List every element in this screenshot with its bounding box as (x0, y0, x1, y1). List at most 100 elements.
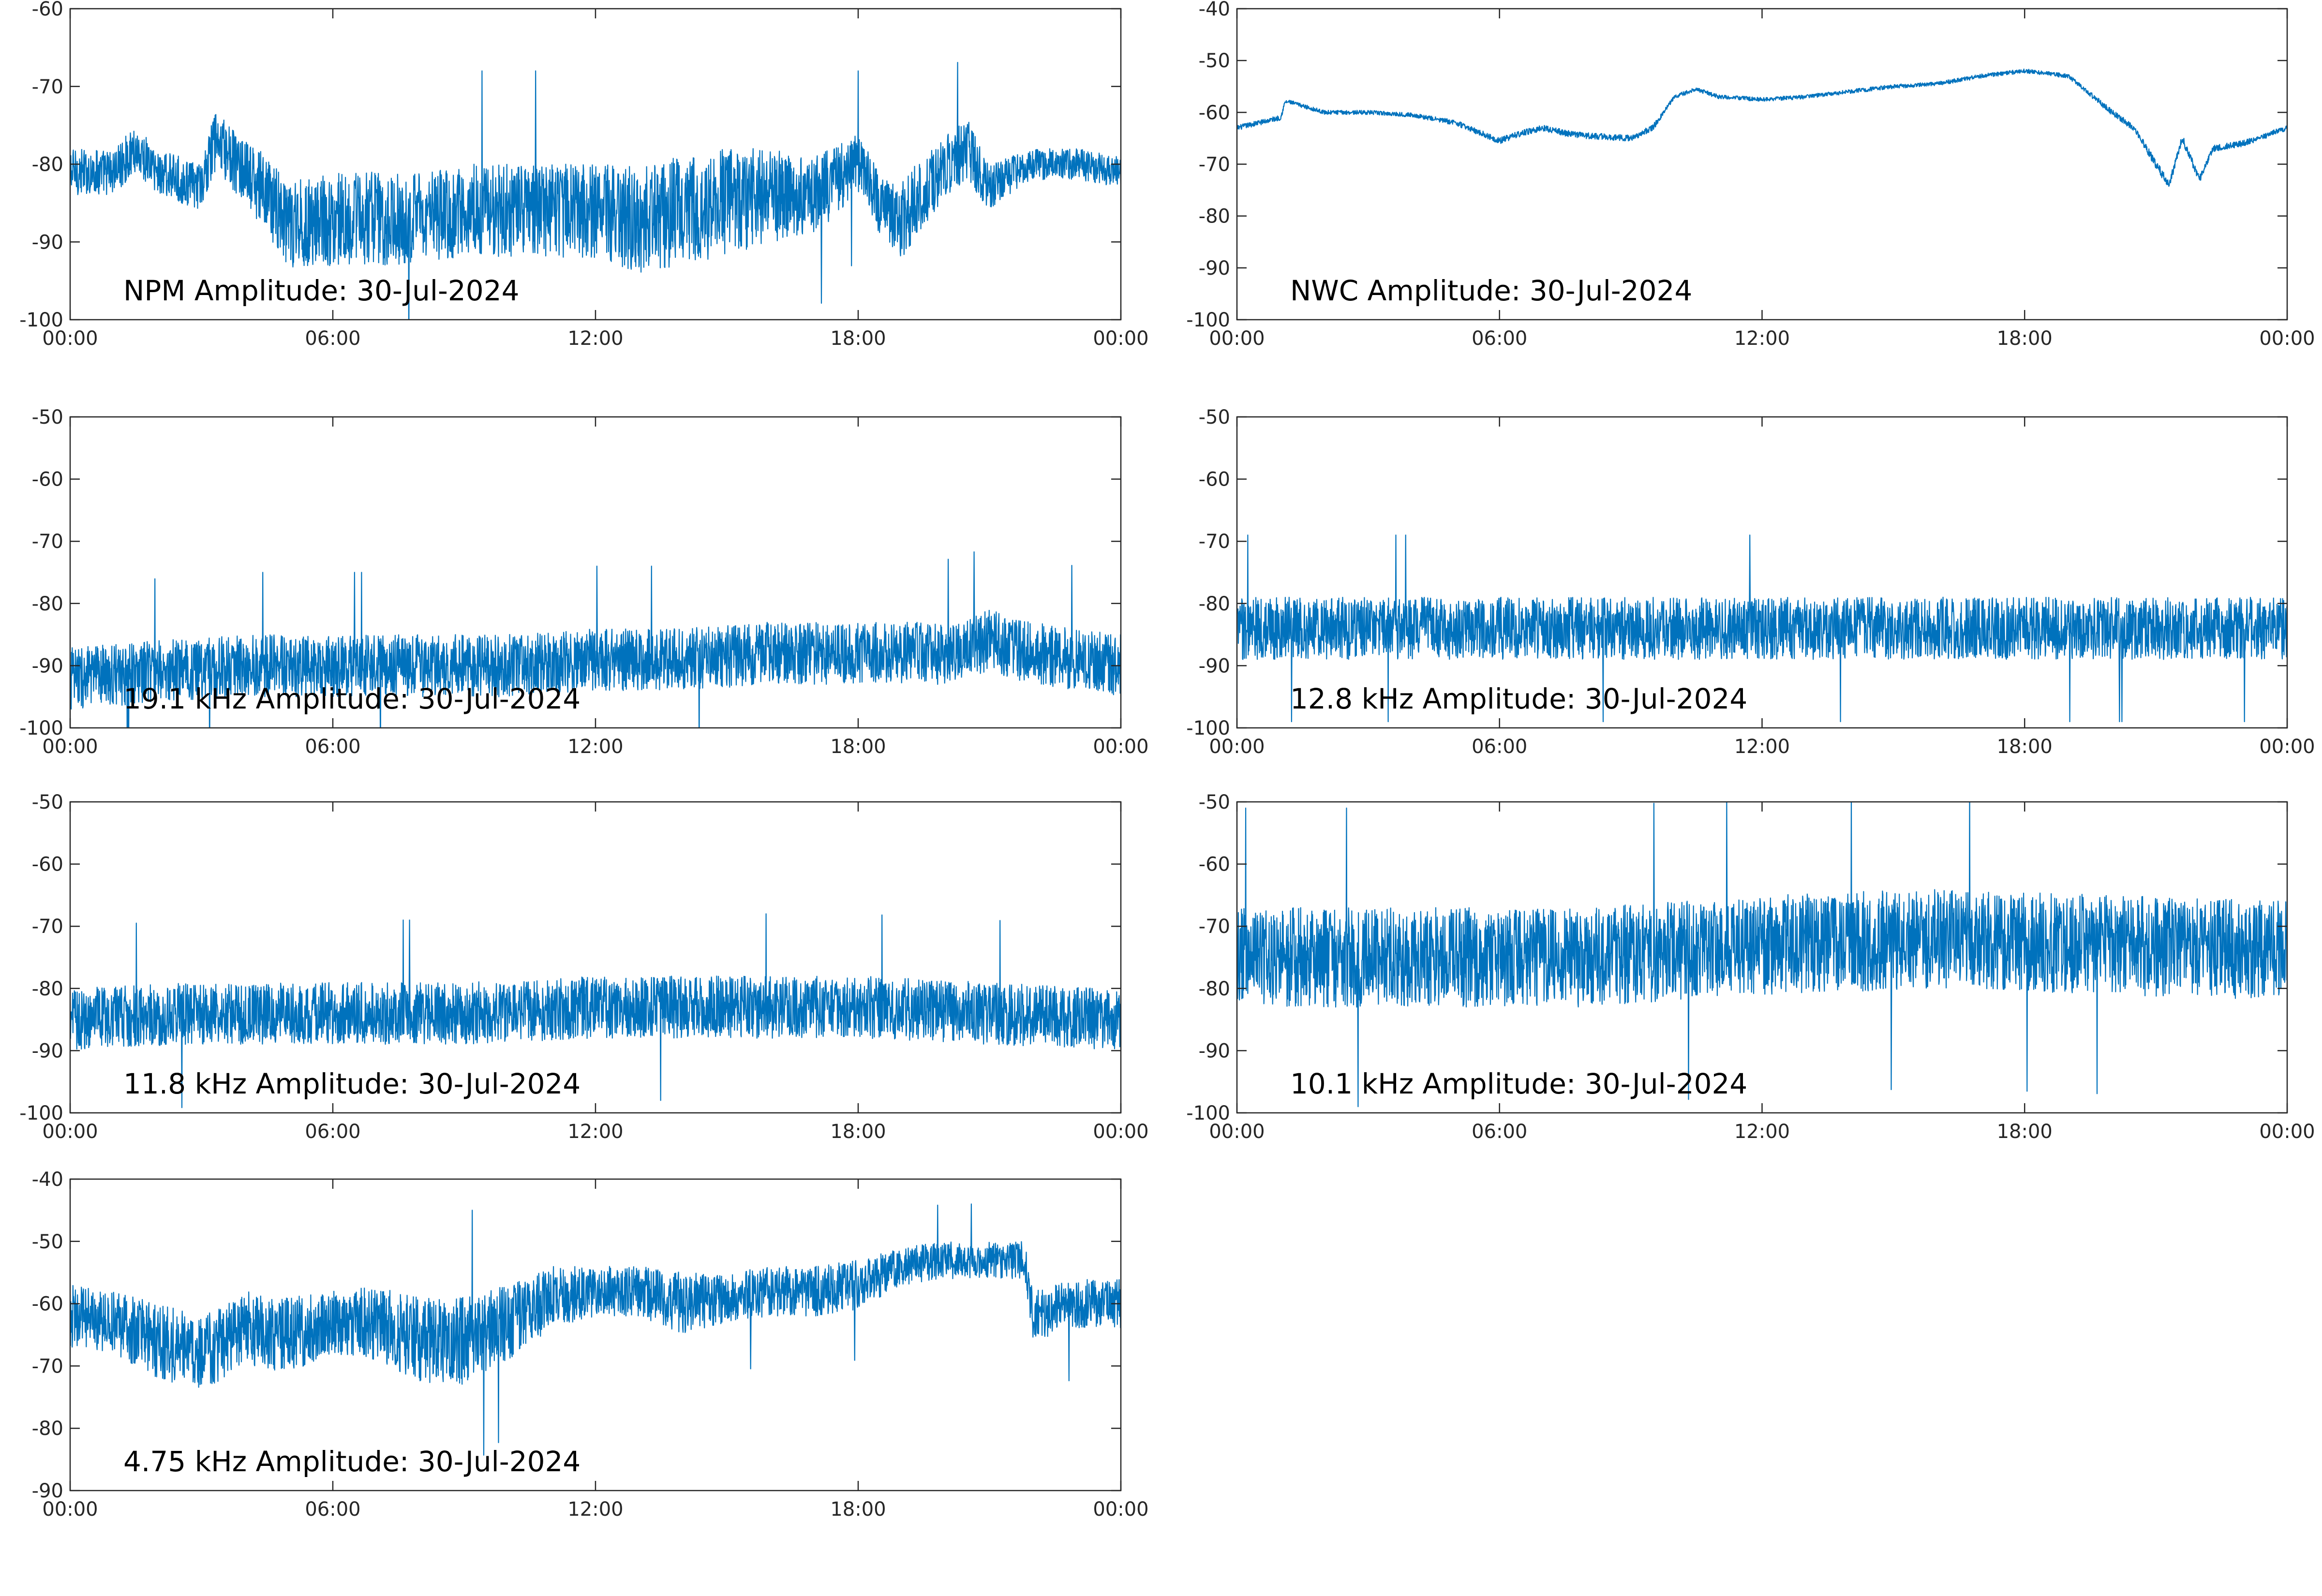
y-tick-label: -60 (1199, 102, 1230, 124)
chart-panel-3: 00:00 06:00 12:00 18:00 00:00 -50 -60 -70 -80 -90… (19, 406, 1148, 758)
x-tick-label: 18:00 (830, 736, 886, 758)
x-tick-label: 00:00 (42, 327, 98, 350)
x-tick-label: 06:00 (305, 1498, 360, 1521)
panel-title: 12.8 kHz Amplitude: 30-Jul-2024 (1290, 682, 1747, 715)
x-tick-label: 18:00 (830, 1121, 886, 1143)
x-tick-label: 00:00 (1209, 736, 1265, 758)
chart-panel-7: 00:00 06:00 12:00 18:00 00:00 -40 -50 -60 -70 -80… (32, 1168, 1149, 1521)
y-tick-label: -60 (1199, 854, 1230, 876)
y-tick-label: -50 (32, 791, 63, 813)
y-tick-label: -80 (32, 154, 63, 176)
y-tick-label: -70 (1199, 154, 1230, 176)
y-tick-label: -80 (1199, 206, 1230, 228)
x-tick-label: 18:00 (1997, 327, 2053, 350)
y-tick-label: -50 (32, 406, 63, 429)
y-tick-label: -70 (32, 76, 63, 98)
y-tick-label: -70 (32, 1355, 63, 1377)
x-tick-label: 06:00 (305, 736, 360, 758)
x-tick-label: 06:00 (305, 327, 360, 350)
y-tick-label: -40 (1199, 0, 1230, 20)
y-tick-label: -100 (19, 1102, 63, 1124)
series-line (70, 913, 1121, 1108)
x-tick-label: 18:00 (830, 1498, 886, 1521)
y-tick-label: -50 (1199, 791, 1230, 813)
x-tick-label: 00:00 (1093, 327, 1148, 350)
x-tick-label: 12:00 (567, 1121, 623, 1143)
y-tick-label: -100 (1186, 717, 1230, 739)
x-tick-label: 18:00 (1997, 1121, 2053, 1143)
chart-panel-6: 00:00 06:00 12:00 18:00 00:00 -50 -60 -70 -80 -90… (1186, 791, 2315, 1143)
y-tick-label: -70 (1199, 531, 1230, 553)
x-tick-label: 00:00 (2259, 1121, 2315, 1143)
x-tick-label: 12:00 (1734, 736, 1790, 758)
y-tick-label: -80 (1199, 593, 1230, 615)
y-tick-label: -50 (1199, 406, 1230, 429)
y-tick-label: -90 (1199, 1040, 1230, 1062)
panel-title: 19.1 kHz Amplitude: 30-Jul-2024 (123, 682, 580, 715)
axes-frame (1236, 8, 2288, 321)
x-tick-label: 00:00 (42, 1498, 98, 1521)
series-line (70, 1203, 1121, 1456)
y-tick-label: -90 (1199, 257, 1230, 280)
axes-frame (69, 801, 1122, 1114)
x-tick-label: 00:00 (1093, 736, 1148, 758)
x-tick-label: 12:00 (1734, 1121, 1790, 1143)
x-tick-label: 18:00 (830, 327, 886, 350)
panel-title: NWC Amplitude: 30-Jul-2024 (1290, 274, 1692, 307)
x-tick-label: 06:00 (1472, 1121, 1527, 1143)
y-tick-label: -70 (32, 916, 63, 938)
x-tick-label: 12:00 (1734, 327, 1790, 350)
y-tick-label: -60 (32, 1293, 63, 1315)
panel-title: 10.1 kHz Amplitude: 30-Jul-2024 (1290, 1067, 1747, 1100)
y-tick-label: -60 (32, 854, 63, 876)
axes-frame (1236, 416, 2288, 729)
y-tick-label: -60 (1199, 469, 1230, 491)
series-line (70, 62, 1121, 320)
x-tick-label: 00:00 (2259, 736, 2315, 758)
y-tick-label: -80 (1199, 978, 1230, 1000)
y-tick-label: -90 (1199, 655, 1230, 677)
y-tick-label: -80 (32, 593, 63, 615)
y-tick-label: -60 (32, 469, 63, 491)
y-tick-label: -90 (32, 1480, 63, 1502)
x-tick-label: 06:00 (305, 1121, 360, 1143)
series-line (1237, 534, 2287, 723)
series-line (1237, 802, 2287, 1108)
y-tick-label: -90 (32, 1040, 63, 1062)
x-tick-label: 00:00 (42, 1121, 98, 1143)
y-tick-label: -100 (19, 717, 63, 739)
y-tick-label: -40 (32, 1168, 63, 1191)
y-tick-label: -50 (1199, 50, 1230, 72)
chart-panel-2: 00:00 06:00 12:00 18:00 00:00 -40 -50 -60 -70 -80… (1186, 0, 2315, 350)
x-tick-label: 00:00 (1093, 1121, 1148, 1143)
chart-panel-5: 00:00 06:00 12:00 18:00 00:00 -50 -60 -70 -80 -90… (19, 791, 1148, 1143)
x-tick-label: 06:00 (1472, 736, 1527, 758)
y-tick-label: -80 (32, 1418, 63, 1440)
chart-panel-1: 00:00 06:00 12:00 18:00 00:00 -60 -70 -80 -90 -10… (19, 0, 1148, 350)
x-tick-label: 00:00 (1093, 1498, 1148, 1521)
x-tick-label: 00:00 (1209, 1121, 1265, 1143)
x-tick-label: 12:00 (567, 327, 623, 350)
panel-title: NPM Amplitude: 30-Jul-2024 (123, 274, 520, 307)
y-tick-label: -100 (19, 309, 63, 331)
y-tick-label: -100 (1186, 1102, 1230, 1124)
x-tick-label: 00:00 (2259, 327, 2315, 350)
y-tick-label: -80 (32, 978, 63, 1000)
x-tick-label: 00:00 (42, 736, 98, 758)
series-line (1237, 68, 2287, 187)
panel-title: 4.75 kHz Amplitude: 30-Jul-2024 (123, 1445, 580, 1478)
y-tick-label: -90 (32, 231, 63, 253)
y-tick-label: -50 (32, 1231, 63, 1253)
x-tick-label: 12:00 (567, 1498, 623, 1521)
y-tick-label: -70 (1199, 916, 1230, 938)
chart-panel-4: 00:00 06:00 12:00 18:00 00:00 -50 -60 -70 -80 -90… (1186, 406, 2315, 758)
y-tick-label: -100 (1186, 309, 1230, 331)
y-tick-label: -70 (32, 531, 63, 553)
x-tick-label: 12:00 (567, 736, 623, 758)
x-tick-label: 18:00 (1997, 736, 2053, 758)
y-tick-label: -90 (32, 655, 63, 677)
panel-title: 11.8 kHz Amplitude: 30-Jul-2024 (123, 1067, 580, 1100)
x-tick-label: 00:00 (1209, 327, 1265, 350)
series-line (70, 551, 1121, 728)
